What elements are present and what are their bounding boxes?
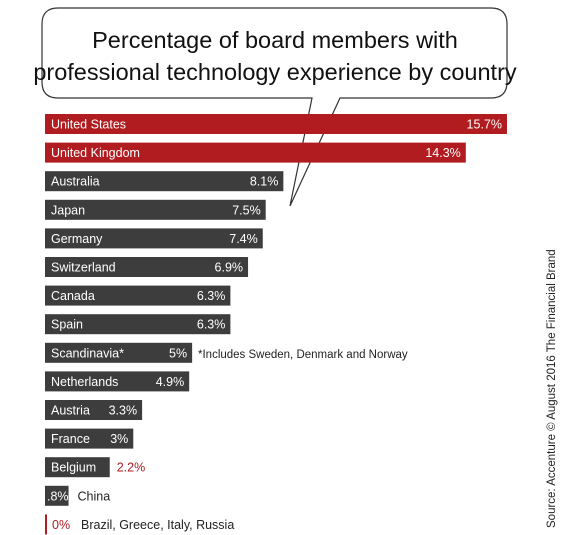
bar-canada: [45, 285, 231, 306]
category-label-switzerland: Switzerland: [51, 261, 116, 275]
bars-group: United States 15.7% United Kingdom 14.3% Aus…: [45, 114, 507, 535]
bar-united-kingdom: [45, 142, 466, 163]
bar-united-states: [45, 114, 507, 134]
value-label-china: .8%: [47, 489, 69, 503]
value-label-australia: 8.1%: [250, 175, 279, 189]
value-label-switzerland: 6.9%: [215, 261, 244, 275]
footnote: *Includes Sweden, Denmark and Norway: [198, 349, 408, 361]
bar-france: [45, 428, 134, 449]
bar-japan: [45, 199, 266, 220]
bar-belgium: [45, 457, 110, 478]
chart-title-line-2: professional technology experience by co…: [33, 59, 517, 85]
value-label-canada: 6.3%: [197, 289, 226, 303]
category-label-germany: Germany: [51, 232, 103, 246]
category-label-china: China: [78, 489, 111, 503]
bar-switzerland: [45, 257, 249, 277]
category-label-france: France: [51, 432, 90, 446]
bar-scandinavia: [45, 342, 193, 363]
category-label-belgium: Belgium: [51, 461, 96, 475]
value-label-brazil-greece-italy-russia: 0%: [52, 518, 70, 532]
category-label-japan: Japan: [51, 203, 85, 217]
value-label-scandinavia: 5%: [169, 346, 187, 360]
bar-austria: [45, 400, 143, 420]
bar-spain: [45, 314, 231, 335]
value-label-united-states: 15.7%: [467, 118, 502, 132]
bar-china: [45, 485, 69, 506]
title-speech-bubble: Percentage of board members with profess…: [33, 7, 517, 207]
category-label-australia: Australia: [51, 175, 100, 189]
value-label-france: 3%: [110, 432, 128, 446]
bar-netherlands: [45, 371, 190, 392]
category-label-netherlands: Netherlands: [51, 375, 118, 389]
category-label-united-states: United States: [51, 118, 126, 132]
source-credit: Source: Accenture © August 2016 The Fina…: [546, 249, 558, 528]
value-label-united-kingdom: 14.3%: [425, 146, 460, 160]
category-label-austria: Austria: [51, 404, 90, 418]
category-label-brazil-greece-italy-russia: Brazil, Greece, Italy, Russia: [81, 518, 234, 532]
bar-australia: [45, 171, 284, 192]
category-label-canada: Canada: [51, 289, 95, 303]
category-label-united-kingdom: United Kingdom: [51, 146, 140, 160]
bar-germany: [45, 228, 263, 249]
value-label-belgium: 2.2%: [117, 461, 146, 475]
value-label-japan: 7.5%: [232, 203, 261, 217]
value-label-spain: 6.3%: [197, 318, 226, 332]
chart-title-line-1: Percentage of board members with: [92, 27, 458, 53]
value-label-austria: 3.3%: [109, 404, 138, 418]
category-label-spain: Spain: [51, 318, 83, 332]
value-label-netherlands: 4.9%: [156, 375, 185, 389]
value-label-germany: 7.4%: [229, 232, 258, 246]
category-label-scandinavia: Scandinavia*: [51, 346, 124, 360]
